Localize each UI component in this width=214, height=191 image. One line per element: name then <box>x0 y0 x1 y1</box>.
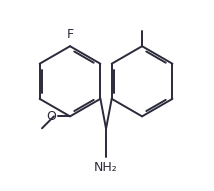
Text: NH₂: NH₂ <box>94 161 118 174</box>
Text: F: F <box>67 28 74 41</box>
Text: O: O <box>46 110 56 123</box>
